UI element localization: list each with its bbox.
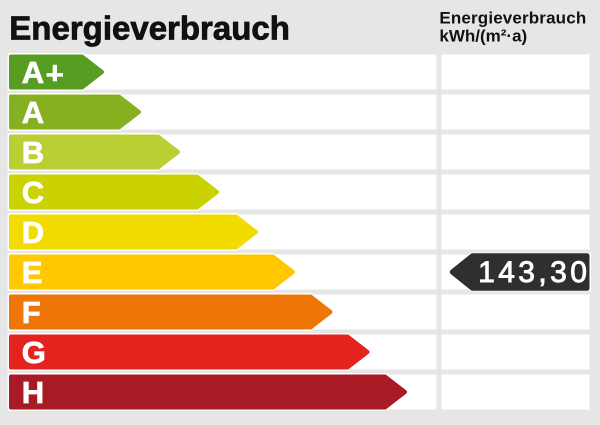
svg-text:kWh/(m²·a): kWh/(m²·a) (439, 27, 527, 46)
svg-text:F: F (22, 295, 41, 330)
svg-text:D: D (22, 215, 44, 250)
svg-text:Energieverbrauch: Energieverbrauch (9, 9, 290, 46)
svg-text:C: C (22, 175, 44, 210)
svg-text:G: G (22, 335, 46, 370)
svg-text:A: A (22, 95, 44, 130)
svg-text:A: A (22, 55, 44, 90)
svg-text:E: E (22, 255, 43, 290)
svg-text:H: H (22, 375, 44, 410)
svg-text:Energieverbrauch: Energieverbrauch (439, 8, 586, 27)
svg-text:143,30: 143,30 (478, 256, 590, 289)
svg-text:B: B (22, 135, 44, 170)
